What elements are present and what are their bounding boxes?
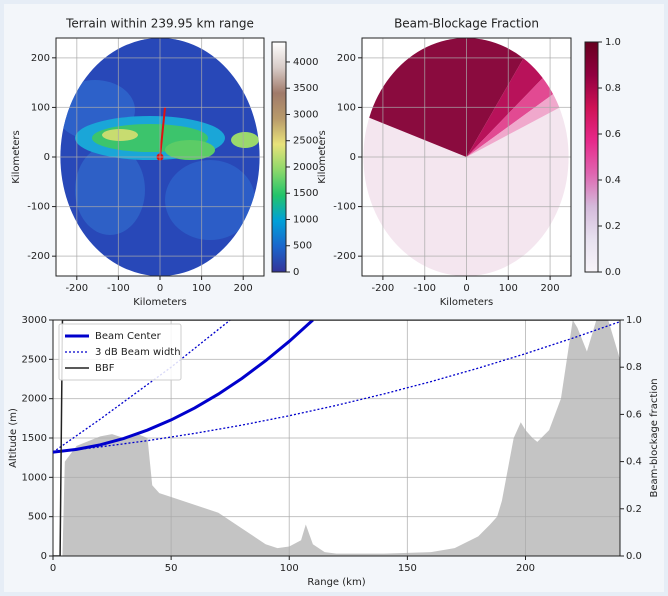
legend-label: 3 dB Beam width <box>95 347 181 358</box>
x-tick-label: -200 <box>65 283 88 294</box>
x-tick-label: 100 <box>499 283 518 294</box>
y-tick-label: 3000 <box>22 315 47 326</box>
y-tick-label: 500 <box>28 512 47 523</box>
y-axis-label: Altitude (m) <box>8 408 19 468</box>
y-tick-label: 0 <box>44 152 50 163</box>
y-tick-label: -100 <box>333 202 356 213</box>
colorbar <box>272 42 286 272</box>
x-tick-label: -200 <box>372 283 395 294</box>
x-tick-label: 200 <box>234 283 253 294</box>
y-tick-label: 200 <box>31 53 50 64</box>
terrain-peak <box>102 129 138 141</box>
colorbar-tick-label: 0.4 <box>605 175 621 186</box>
x-tick-label: 200 <box>516 563 535 574</box>
x-axis-label: Kilometers <box>133 297 187 308</box>
y2-tick-label: 0.6 <box>626 409 642 420</box>
colorbar-tick-label: 1.0 <box>605 37 621 48</box>
x-tick-label: -100 <box>107 283 130 294</box>
chart-title: Terrain within 239.95 km range <box>65 17 254 31</box>
y2-tick-label: 0.0 <box>626 551 642 562</box>
colorbar <box>585 42 598 272</box>
colorbar-tick-label: 0 <box>293 267 299 278</box>
y-tick-label: -200 <box>27 251 50 262</box>
y-tick-label: -200 <box>333 251 356 262</box>
y-tick-label: 100 <box>337 102 356 113</box>
y-axis-label: Kilometers <box>11 130 22 184</box>
y-tick-label: 200 <box>337 53 356 64</box>
colorbar-tick-label: 0.2 <box>605 221 621 232</box>
x-axis-label: Range (km) <box>307 577 365 588</box>
y-tick-label: 2500 <box>22 354 47 365</box>
x-tick-label: 200 <box>541 283 560 294</box>
colorbar-tick-label: 0.8 <box>605 83 621 94</box>
y-tick-label: 100 <box>31 102 50 113</box>
y-tick-label: 1500 <box>22 433 47 444</box>
colorbar-tick-label: 1000 <box>293 214 318 225</box>
y2-tick-label: 0.2 <box>626 504 642 515</box>
figure: -200 -100 0 100 200 -200 -100 0 100 200 Terrain wi… <box>0 0 668 596</box>
x-tick-label: -100 <box>413 283 436 294</box>
y-tick-label: -100 <box>27 202 50 213</box>
colorbar-tick-label: 3000 <box>293 109 318 120</box>
x-tick-label: 50 <box>165 563 178 574</box>
x-tick-label: 100 <box>192 283 211 294</box>
x-tick-label: 150 <box>398 563 417 574</box>
y2-tick-label: 0.8 <box>626 362 642 373</box>
colorbar-tick-label: 3500 <box>293 83 318 94</box>
terrain-peak <box>231 132 259 148</box>
colorbar-tick-label: 2500 <box>293 136 318 147</box>
x-tick-label: 0 <box>157 283 163 294</box>
y2-tick-label: 1.0 <box>626 315 642 326</box>
y-axis-label: Kilometers <box>317 130 328 184</box>
x-tick-label: 0 <box>50 563 56 574</box>
y2-axis-label: Beam-blockage fraction <box>649 378 660 497</box>
legend-label: Beam Center <box>95 331 162 342</box>
y2-tick-label: 0.4 <box>626 457 642 468</box>
colorbar-tick-label: 4000 <box>293 57 318 68</box>
x-tick-label: 100 <box>280 563 299 574</box>
legend-label: BBF <box>95 363 115 374</box>
y-tick-label: 0 <box>41 551 47 562</box>
y-tick-label: 2000 <box>22 394 47 405</box>
colorbar-tick-label: 0.6 <box>605 129 621 140</box>
x-tick-label: 0 <box>463 283 469 294</box>
colorbar-tick-label: 1500 <box>293 188 318 199</box>
colorbar-tick-label: 0.0 <box>605 267 621 278</box>
colorbar-tick-label: 500 <box>293 241 312 252</box>
colorbar-tick-label: 2000 <box>293 162 318 173</box>
y-tick-label: 0 <box>350 152 356 163</box>
x-axis-label: Kilometers <box>440 297 494 308</box>
chart-title: Beam-Blockage Fraction <box>394 17 539 31</box>
y-tick-label: 1000 <box>22 472 47 483</box>
